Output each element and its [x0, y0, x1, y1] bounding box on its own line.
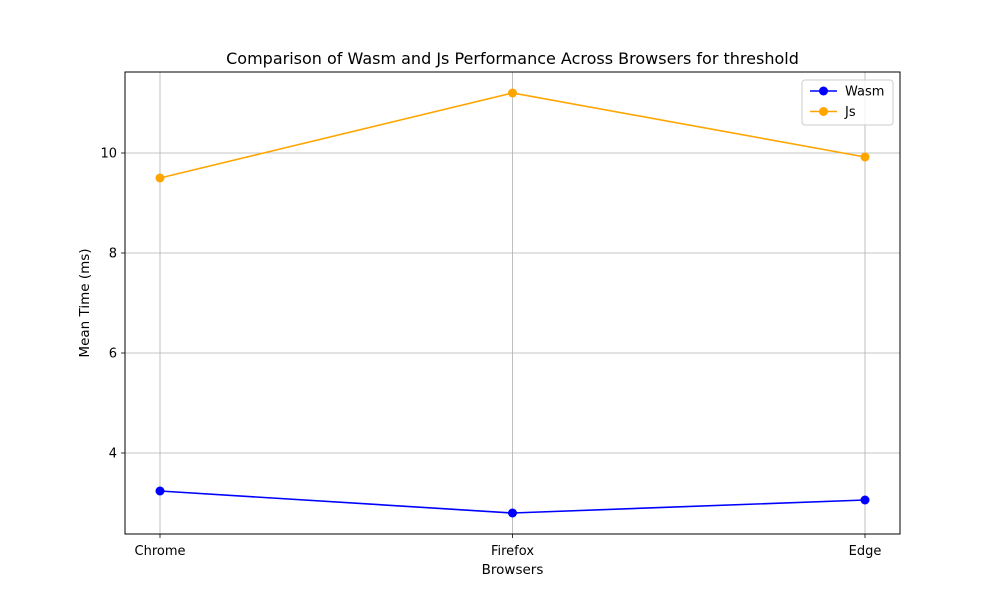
legend: Wasm Js: [801, 79, 894, 126]
x-axis-ticks: Chrome Firefox Edge: [135, 534, 882, 559]
x-axis-label: Browsers: [482, 562, 544, 578]
legend-marker-wasm: [819, 86, 828, 96]
data-point-wasm: [155, 486, 165, 496]
y-tick-label: 8: [109, 247, 117, 262]
data-point-js: [155, 173, 165, 183]
legend-label-js: Js: [844, 105, 856, 120]
x-tick-label: Edge: [849, 544, 882, 559]
legend-label-wasm: Wasm: [845, 85, 884, 100]
x-tick-label: Chrome: [135, 544, 186, 559]
data-point-wasm: [860, 495, 870, 505]
chart-title: Comparison of Wasm and Js Performance Ac…: [226, 49, 799, 68]
series-lines: [155, 88, 870, 518]
x-tick-label: Firefox: [491, 544, 534, 559]
y-axis-ticks: 4 6 8 10: [100, 147, 125, 462]
grid-lines: [125, 72, 900, 534]
y-axis-label: Mean Time (ms): [77, 248, 93, 357]
y-tick-label: 4: [109, 447, 117, 462]
data-point-js: [860, 152, 870, 162]
y-tick-label: 10: [100, 147, 117, 162]
y-tick-label: 6: [109, 347, 117, 362]
legend-marker-js: [819, 107, 828, 116]
data-point-wasm: [508, 508, 517, 518]
data-point-js: [508, 88, 517, 98]
